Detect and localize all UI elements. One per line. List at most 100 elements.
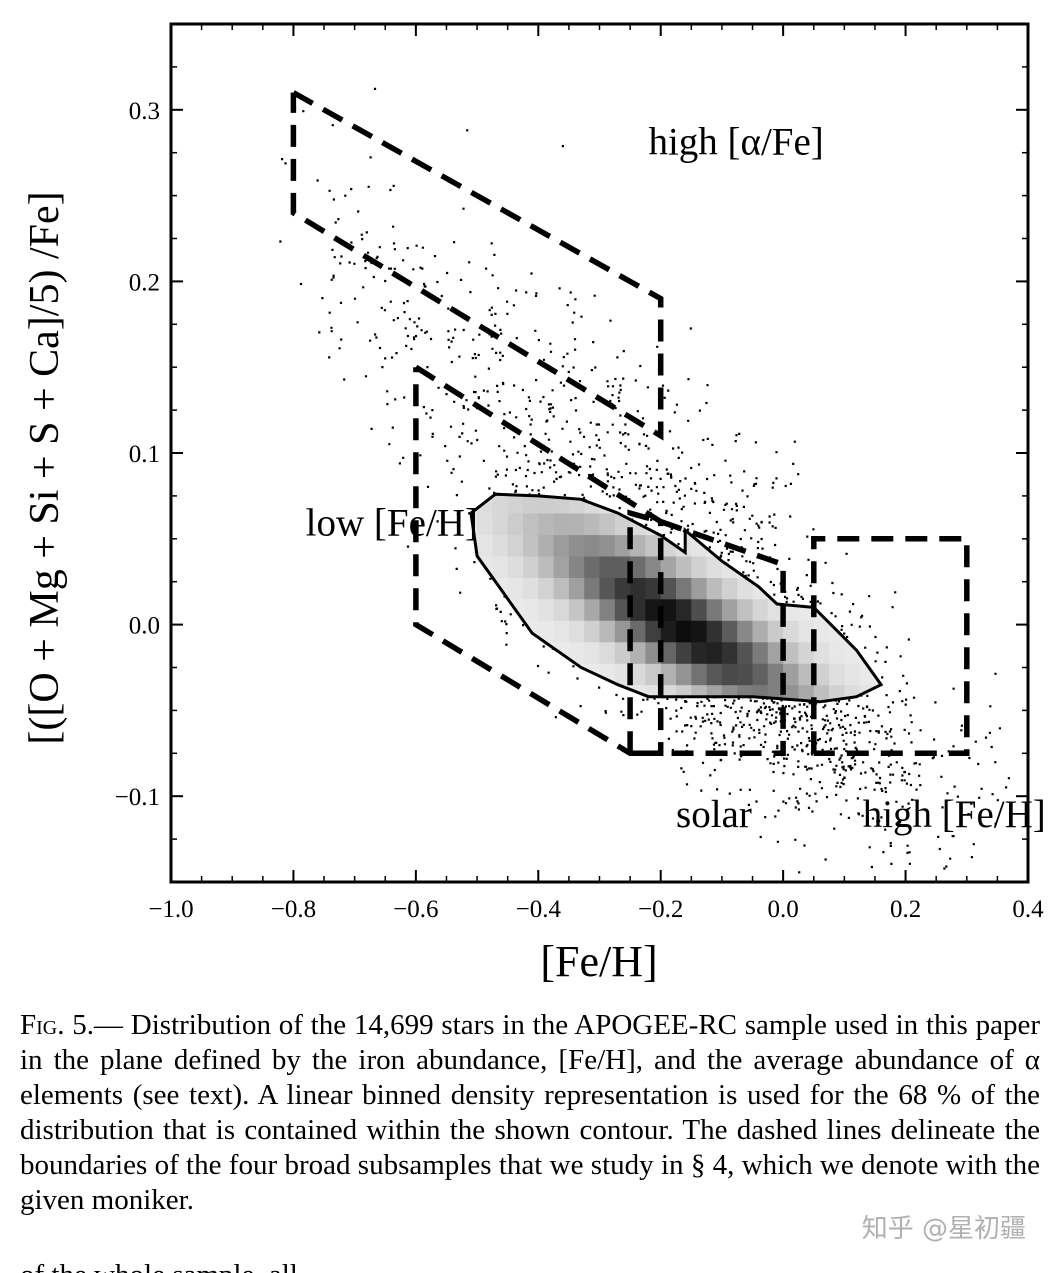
density-cell [844, 513, 861, 536]
density-cell [630, 470, 646, 492]
density-cell [859, 620, 876, 643]
density-cell [691, 706, 707, 728]
density-cell [706, 641, 723, 664]
density-cell [645, 577, 662, 600]
density-cell [737, 513, 753, 536]
density-map [462, 470, 906, 728]
watermark: 知乎 @星初疆 [861, 1214, 1026, 1244]
density-cell [691, 663, 708, 686]
region-label: solar [676, 793, 752, 836]
density-cell [767, 620, 784, 643]
density-cell [492, 663, 509, 686]
density-cell [507, 577, 524, 600]
density-cell [553, 534, 570, 557]
density-cell [844, 577, 861, 600]
density-cell [783, 534, 799, 557]
density-cell [477, 534, 493, 557]
y-tick-label: −0.1 [115, 784, 160, 811]
density-cell [890, 577, 906, 599]
region-boundary-2 [413, 364, 664, 757]
density-cell [538, 598, 555, 621]
density-cell [599, 598, 616, 621]
density-cell [553, 684, 570, 702]
density-cell [553, 620, 570, 643]
density-cell [813, 663, 830, 686]
density-cell [462, 470, 478, 492]
density-cell [890, 706, 906, 728]
density-cell [523, 663, 539, 686]
density-cell [829, 470, 845, 492]
density-cell [676, 706, 692, 728]
density-cell [737, 663, 753, 686]
region-annotations: high [α/Fe] low [Fe/H] solar high [Fe/H] [306, 120, 1046, 836]
density-cell [768, 470, 784, 492]
density-cell [783, 641, 799, 664]
density-cell [860, 706, 876, 728]
density-cell [568, 577, 585, 600]
density-cell [859, 513, 876, 536]
density-cell [630, 556, 646, 578]
density-cell [691, 598, 708, 621]
density-cell [599, 684, 616, 702]
density-cell [538, 494, 555, 514]
density-cell [721, 513, 738, 536]
density-contour [469, 492, 884, 704]
density-cell [706, 556, 723, 578]
density-cell [508, 706, 524, 728]
density-cell [584, 556, 600, 578]
density-cell [721, 598, 738, 621]
density-cell [676, 663, 692, 686]
density-cells [462, 470, 906, 728]
density-cell [538, 706, 554, 728]
density-cell [471, 598, 478, 621]
density-cell [492, 598, 509, 621]
density-cell [691, 641, 708, 664]
density-cell [706, 494, 723, 514]
density-cell [676, 620, 692, 643]
density-cell [844, 663, 861, 686]
y-tick-label: 0.1 [129, 441, 160, 468]
density-cell [722, 470, 738, 492]
density-cell [630, 534, 646, 557]
density-cell [477, 706, 493, 728]
density-cell [752, 534, 769, 557]
density-cell [676, 577, 692, 600]
density-cell [737, 598, 753, 621]
density-cell [844, 494, 861, 514]
density-cell [737, 641, 753, 664]
density-cell [813, 494, 830, 514]
density-cell [660, 620, 677, 643]
density-cell [584, 641, 600, 664]
density-cell [829, 513, 845, 536]
density-cell [737, 620, 753, 643]
density-cell [600, 706, 616, 728]
density-cell [507, 684, 524, 702]
density-cell [875, 598, 882, 621]
density-cell [523, 534, 539, 557]
density-cell [584, 620, 600, 643]
density-cell [721, 641, 738, 664]
density-cell [890, 556, 906, 578]
density-cell [492, 494, 509, 514]
density-cell [706, 577, 723, 600]
density-cell [737, 470, 753, 492]
density-cell [508, 470, 524, 492]
caption-text: Distribution of the 14,699 stars in the … [20, 1009, 1041, 1216]
density-cell [584, 598, 600, 621]
density-cell [477, 513, 493, 536]
density-cell [660, 598, 677, 621]
density-cell [783, 494, 799, 514]
x-tick-label: −0.2 [638, 896, 683, 923]
density-cell [492, 684, 509, 702]
density-cell [584, 513, 600, 536]
density-cell [599, 534, 616, 557]
x-tick-label: −1.0 [148, 896, 193, 923]
cut-off-text-line: of the whole sample, all [20, 1258, 1040, 1273]
density-cell [599, 556, 616, 578]
density-cell [752, 620, 769, 643]
y-axis-label: [([O + Mg + Si + S + Ca]/5) /Fe] [22, 191, 68, 744]
density-cell [523, 641, 539, 664]
caption-label: Fig. 5.— [20, 1009, 124, 1041]
density-cell [538, 577, 555, 600]
x-tick-label: 0.2 [890, 896, 921, 923]
